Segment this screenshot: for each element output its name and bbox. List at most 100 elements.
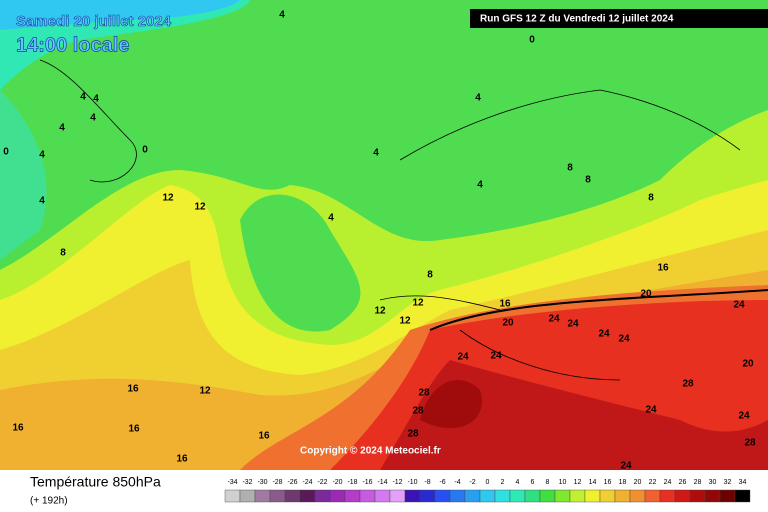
legend-swatch xyxy=(599,489,616,503)
contour-label: 12 xyxy=(199,386,211,397)
legend-label: 10 xyxy=(559,479,567,486)
contour-label: 16 xyxy=(127,384,139,395)
contour-label: 0 xyxy=(142,145,148,156)
legend-label: -12 xyxy=(392,479,402,486)
contour-label: 24 xyxy=(645,405,657,416)
contour-label: 24 xyxy=(733,300,745,311)
legend-swatch xyxy=(344,489,361,503)
contour-label: 8 xyxy=(427,270,433,281)
legend-swatch xyxy=(524,489,541,503)
legend-label: -18 xyxy=(347,479,357,486)
legend-swatch xyxy=(374,489,391,503)
legend-label: -16 xyxy=(362,479,372,486)
legend-label: 20 xyxy=(634,479,642,486)
legend-swatch xyxy=(419,489,436,503)
legend-swatch xyxy=(224,489,241,503)
legend-swatch xyxy=(689,489,706,503)
legend-swatch xyxy=(494,489,511,503)
legend-swatch xyxy=(254,489,271,503)
legend-label: 26 xyxy=(679,479,687,486)
legend-label: 22 xyxy=(649,479,657,486)
legend-label: 32 xyxy=(724,479,732,486)
legend-swatch xyxy=(704,489,721,503)
contour-label: 24 xyxy=(598,329,610,340)
footer-title: Température 850hPa xyxy=(30,474,161,490)
contour-label: 0 xyxy=(3,147,9,158)
legend-swatch xyxy=(239,489,256,503)
legend-label: 6 xyxy=(531,479,535,486)
contour-label: 4 xyxy=(279,10,285,21)
legend-label: -28 xyxy=(272,479,282,486)
legend-swatch xyxy=(539,489,556,503)
contour-label: 24 xyxy=(490,351,502,362)
temperature-field xyxy=(0,0,768,470)
legend-swatch xyxy=(659,489,676,503)
legend-swatch xyxy=(584,489,601,503)
contour-label: 4 xyxy=(328,213,334,224)
contour-label: 4 xyxy=(477,180,483,191)
contour-label: 16 xyxy=(657,263,669,274)
contour-label: 24 xyxy=(618,334,630,345)
legend-label: -10 xyxy=(407,479,417,486)
forecast-time: 14:00 locale xyxy=(16,34,129,56)
run-box xyxy=(470,9,768,28)
legend-swatch xyxy=(509,489,526,503)
legend-label: 4 xyxy=(516,479,520,486)
contour-label: 4 xyxy=(93,94,99,105)
legend-label: 8 xyxy=(546,479,550,486)
legend-swatch xyxy=(479,489,496,503)
legend-label: -34 xyxy=(227,479,237,486)
contour-label: 24 xyxy=(548,314,560,325)
contour-label: 12 xyxy=(374,306,386,317)
legend-swatch xyxy=(284,489,301,503)
color-legend: -34 -32 -30 -28 -26 -24 -22 -20 -18 -16 -14 -12 -10-… xyxy=(224,479,751,503)
contour-label: 12 xyxy=(162,193,174,204)
legend-swatch xyxy=(554,489,571,503)
legend-label: 28 xyxy=(694,479,702,486)
legend-swatch xyxy=(389,489,406,503)
legend-swatch xyxy=(614,489,631,503)
contour-label: 4 xyxy=(39,196,45,207)
contour-label: 24 xyxy=(620,461,632,472)
legend-label: -2 xyxy=(469,479,475,486)
contour-label: 16 xyxy=(258,431,270,442)
legend-label: -4 xyxy=(454,479,460,486)
legend-swatch xyxy=(314,489,331,503)
legend-label: -20 xyxy=(332,479,342,486)
contour-label: 20 xyxy=(742,359,754,370)
legend-label: 34 xyxy=(739,479,747,486)
legend-swatch xyxy=(464,489,481,503)
legend-label: 14 xyxy=(589,479,597,486)
legend-swatch xyxy=(299,489,316,503)
contour-label: 4 xyxy=(59,123,65,134)
legend-label: -32 xyxy=(242,479,252,486)
footer-lead: (+ 192h) xyxy=(30,496,68,507)
contour-label: 12 xyxy=(399,316,411,327)
legend-label: 16 xyxy=(604,479,612,486)
legend-label: 24 xyxy=(664,479,672,486)
contour-label: 8 xyxy=(567,163,573,174)
contour-label: 4 xyxy=(80,92,86,103)
contour-label: 4 xyxy=(39,150,45,161)
legend-label: 18 xyxy=(619,479,627,486)
contour-label: 4 xyxy=(475,93,481,104)
contour-label: 8 xyxy=(648,193,654,204)
legend-swatch xyxy=(329,489,346,503)
contour-label: 24 xyxy=(567,319,579,330)
contour-label: 4 xyxy=(373,148,379,159)
contour-label: 4 xyxy=(90,113,96,124)
legend-swatch xyxy=(719,489,736,503)
legend-swatch xyxy=(629,489,646,503)
legend-label: 2 xyxy=(501,479,505,486)
legend-swatch xyxy=(734,489,751,503)
contour-label: 20 xyxy=(502,318,514,329)
contour-label: 28 xyxy=(744,438,756,449)
legend-label: 0 xyxy=(486,479,490,486)
legend-label: -22 xyxy=(317,479,327,486)
legend-swatch xyxy=(404,489,421,503)
legend-label: -26 xyxy=(287,479,297,486)
forecast-date: Samedi 20 juillet 2024 xyxy=(16,13,172,30)
contour-label: 16 xyxy=(499,299,511,310)
legend-swatch xyxy=(359,489,376,503)
legend-swatch xyxy=(644,489,661,503)
